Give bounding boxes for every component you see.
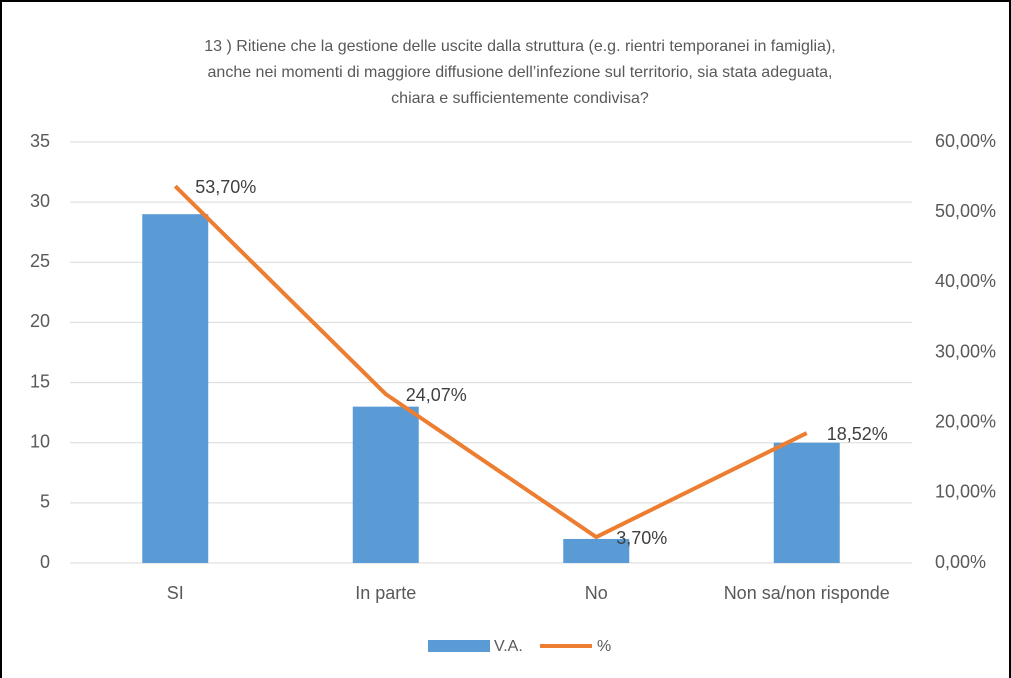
- y2-tick-label: 10,00%: [935, 482, 996, 502]
- chart-title: 13 ) Ritiene che la gestione delle uscit…: [204, 38, 835, 55]
- legend-swatch: [428, 640, 490, 652]
- x-tick-label: Non sa/non risponde: [724, 583, 890, 603]
- y-tick-label: 30: [30, 191, 50, 211]
- y2-tick-label: 30,00%: [935, 341, 996, 361]
- chart-title: anche nei momenti di maggiore diffusione…: [208, 64, 833, 81]
- y2-tick-label: 20,00%: [935, 411, 996, 431]
- y-tick-label: 10: [30, 431, 50, 451]
- legend-label: V.A.: [494, 638, 523, 655]
- data-label: 53,70%: [195, 177, 256, 197]
- y2-tick-label: 40,00%: [935, 271, 996, 291]
- bar: [352, 406, 419, 563]
- bar: [773, 442, 840, 563]
- data-label: 24,07%: [406, 385, 467, 405]
- data-label: 18,52%: [827, 424, 888, 444]
- data-label: 3,70%: [616, 528, 667, 548]
- line: [173, 184, 808, 540]
- y-tick-label: 0: [40, 552, 50, 572]
- y2-tick-label: 0,00%: [935, 552, 986, 572]
- y-tick-label: 15: [30, 371, 50, 391]
- bar: [563, 538, 630, 563]
- y-tick-label: 25: [30, 251, 50, 271]
- bar: [142, 214, 209, 563]
- legend-label: %: [597, 638, 611, 655]
- x-tick-label: In parte: [355, 583, 416, 603]
- y2-tick-label: 60,00%: [935, 131, 996, 151]
- y-tick-label: 35: [30, 131, 50, 151]
- y-tick-label: 5: [40, 492, 50, 512]
- x-tick-label: No: [585, 583, 608, 603]
- x-tick-label: SI: [167, 583, 184, 603]
- y2-tick-label: 50,00%: [935, 201, 996, 221]
- y-tick-label: 20: [30, 311, 50, 331]
- chart-title: chiara e sufficientemente condivisa?: [391, 90, 649, 107]
